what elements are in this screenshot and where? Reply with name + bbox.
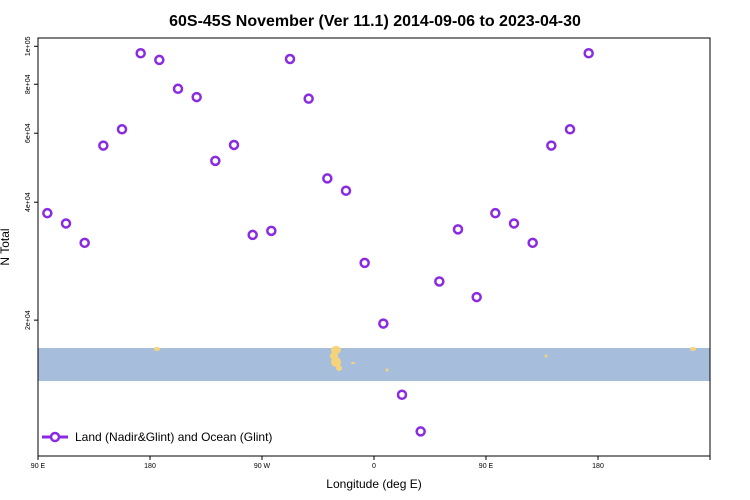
y-tick-label: 4e+04 xyxy=(25,192,32,212)
data-point xyxy=(415,426,426,437)
data-point xyxy=(228,139,240,151)
data-point xyxy=(340,185,352,196)
land-patch xyxy=(336,365,342,371)
legend: Land (Nadir&Glint) and Ocean (Glint) xyxy=(42,430,272,444)
map-band xyxy=(38,346,710,381)
land-patch xyxy=(351,362,355,364)
y-tick-label: 1e+05 xyxy=(25,36,32,56)
x-tick-label: 90 E xyxy=(479,463,494,470)
data-point xyxy=(284,53,296,65)
x-tick-label: 180 xyxy=(592,463,604,470)
data-point xyxy=(172,83,184,95)
land-patch xyxy=(331,357,341,367)
data-point xyxy=(60,218,72,229)
data-point xyxy=(471,291,482,303)
data-point xyxy=(434,276,445,287)
land-patch xyxy=(385,368,389,372)
data-point xyxy=(303,93,314,104)
plot-frame xyxy=(37,37,711,457)
land-patch xyxy=(690,347,696,351)
x-axis-label: Longitude (deg E) xyxy=(326,477,421,491)
x-axis: 90 E 180 90 W 0 90 E 180 xyxy=(31,456,711,470)
data-point xyxy=(247,229,258,241)
y-axis: 2e+04 4e+04 6e+04 8e+04 1e+05 xyxy=(25,36,38,330)
x-tick-label: 180 xyxy=(144,463,156,470)
data-point xyxy=(191,91,202,103)
data-point xyxy=(210,155,221,167)
x-tick-label: 90 E xyxy=(31,463,46,470)
data-point xyxy=(322,173,333,184)
land-patch xyxy=(544,354,548,358)
x-tick-label: 0 xyxy=(372,463,376,470)
data-points xyxy=(42,47,594,437)
data-point xyxy=(359,257,370,269)
data-point xyxy=(116,124,128,135)
data-point xyxy=(583,47,594,59)
data-point xyxy=(79,237,90,249)
y-tick-label: 2e+04 xyxy=(25,310,32,330)
chart-title: 60S-45S November (Ver 11.1) 2014-09-06 t… xyxy=(169,13,581,30)
data-point xyxy=(490,207,501,219)
data-point xyxy=(266,225,277,237)
legend-marker xyxy=(49,431,61,443)
data-point xyxy=(564,124,576,135)
data-point xyxy=(396,389,408,400)
ocean-band xyxy=(38,348,710,381)
data-point xyxy=(98,140,109,151)
data-point xyxy=(452,224,464,235)
land-patch xyxy=(154,347,160,351)
data-point xyxy=(135,47,146,59)
y-tick-label: 8e+04 xyxy=(25,74,32,94)
data-point xyxy=(42,207,53,219)
data-point xyxy=(154,54,165,66)
x-tick-label: 90 W xyxy=(254,463,271,470)
data-point xyxy=(378,318,389,329)
land-patch xyxy=(331,346,341,354)
y-tick-label: 6e+04 xyxy=(25,123,32,143)
data-point xyxy=(527,237,538,249)
legend-label: Land (Nadir&Glint) and Ocean (Glint) xyxy=(75,430,272,444)
data-point xyxy=(508,218,520,229)
y-axis-label: N Total xyxy=(0,228,12,265)
data-point xyxy=(546,140,557,151)
